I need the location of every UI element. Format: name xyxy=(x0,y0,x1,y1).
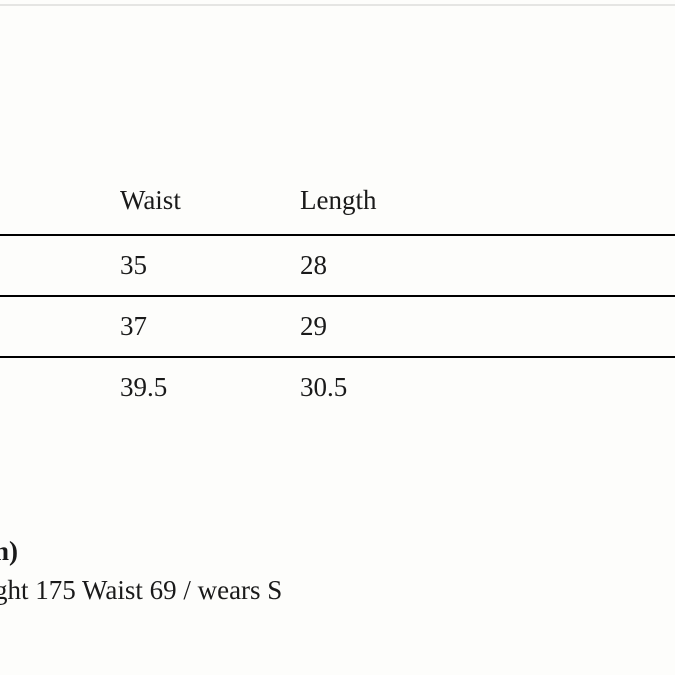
table-row: 37 29 xyxy=(0,296,675,357)
cell-length: 30.5 xyxy=(300,357,675,417)
notes-section: n) ght 175 Waist 69 / wears S xyxy=(0,532,675,610)
table-row: 35 28 xyxy=(0,235,675,296)
cell-length: 28 xyxy=(300,235,675,296)
note-line-2: ght 175 Waist 69 / wears S xyxy=(0,571,675,610)
table-row: 39.5 30.5 xyxy=(0,357,675,417)
cell-waist: 35 xyxy=(0,235,300,296)
col-header-length: Length xyxy=(300,171,675,235)
size-table: Waist Length 35 28 37 29 39.5 30.5 xyxy=(0,171,675,417)
table-header-row: Waist Length xyxy=(0,171,675,235)
cell-waist: 39.5 xyxy=(0,357,300,417)
cell-waist: 37 xyxy=(0,296,300,357)
cell-length: 29 xyxy=(300,296,675,357)
col-header-waist: Waist xyxy=(0,171,300,235)
content-area: Waist Length 35 28 37 29 39.5 30.5 n) gh… xyxy=(0,6,675,610)
note-line-1: n) xyxy=(0,532,675,571)
